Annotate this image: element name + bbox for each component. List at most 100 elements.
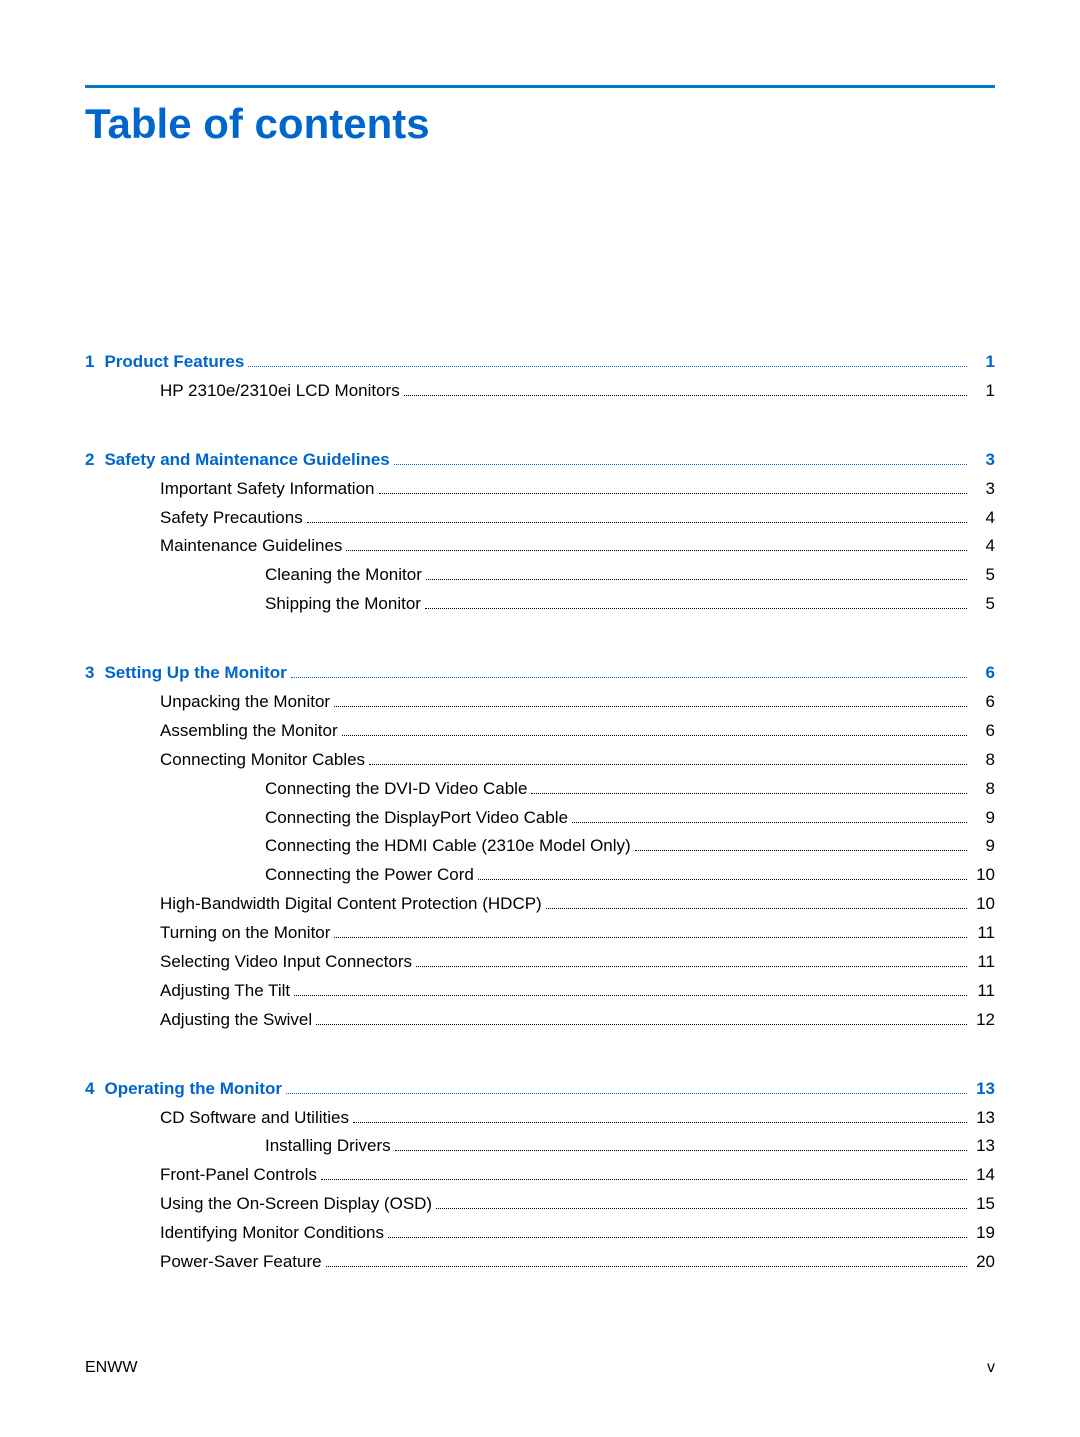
toc-entry-row[interactable]: Assembling the Monitor 6 xyxy=(85,717,995,746)
toc-entry-label: Connecting Monitor Cables xyxy=(160,746,365,775)
toc-entry-page: 11 xyxy=(971,948,995,977)
toc-entry-page: 10 xyxy=(971,890,995,919)
toc-entry-label: Front-Panel Controls xyxy=(160,1161,317,1190)
toc-entry-page: 5 xyxy=(971,561,995,590)
toc-chapter-label: Product Features xyxy=(104,348,244,377)
toc-entry-page: 13 xyxy=(971,1104,995,1133)
toc-entry-page: 8 xyxy=(971,775,995,804)
toc-chapter-row[interactable]: 1Product Features1 xyxy=(85,348,995,377)
toc-entry-page: 4 xyxy=(971,504,995,533)
toc-dots xyxy=(321,1179,967,1180)
toc-entry-row[interactable]: Adjusting the Swivel12 xyxy=(85,1006,995,1035)
toc-entry-label: Connecting the Power Cord xyxy=(265,861,474,890)
toc-entry-page: 14 xyxy=(971,1161,995,1190)
toc-dots xyxy=(436,1208,967,1209)
toc-dots xyxy=(546,908,967,909)
toc-chapter-page: 3 xyxy=(971,446,995,475)
footer-right: v xyxy=(987,1359,995,1377)
toc-entry-label: Identifying Monitor Conditions xyxy=(160,1219,384,1248)
toc-entry-label: Important Safety Information xyxy=(160,475,375,504)
toc-dots xyxy=(286,1093,967,1094)
toc-entry-page: 4 xyxy=(971,532,995,561)
toc-chapter-row[interactable]: 3Setting Up the Monitor6 xyxy=(85,659,995,688)
toc-entry-row[interactable]: CD Software and Utilities13 xyxy=(85,1104,995,1133)
toc-entry-label: Connecting the DVI-D Video Cable xyxy=(265,775,527,804)
toc-entry-row[interactable]: Turning on the Monitor11 xyxy=(85,919,995,948)
toc-chapter-row[interactable]: 2Safety and Maintenance Guidelines3 xyxy=(85,446,995,475)
toc-entry-row[interactable]: Front-Panel Controls 14 xyxy=(85,1161,995,1190)
toc-dots xyxy=(531,793,967,794)
toc-entry-row[interactable]: Identifying Monitor Conditions 19 xyxy=(85,1219,995,1248)
toc-entry-row[interactable]: Adjusting The Tilt11 xyxy=(85,977,995,1006)
toc-entry-row[interactable]: High-Bandwidth Digital Content Protectio… xyxy=(85,890,995,919)
toc-entry-label: Power-Saver Feature xyxy=(160,1248,322,1277)
toc-dots xyxy=(478,879,967,880)
toc-entry-label: Assembling the Monitor xyxy=(160,717,338,746)
toc-entry-row[interactable]: Safety Precautions 4 xyxy=(85,504,995,533)
toc-dots xyxy=(379,493,968,494)
toc-entry-page: 20 xyxy=(971,1248,995,1277)
toc-entry-row[interactable]: Installing Drivers13 xyxy=(85,1132,995,1161)
toc-dots xyxy=(425,608,967,609)
toc-entry-row[interactable]: Power-Saver Feature 20 xyxy=(85,1248,995,1277)
toc-entry-label: Shipping the Monitor xyxy=(265,590,421,619)
toc-entry-page: 19 xyxy=(971,1219,995,1248)
toc-entry-row[interactable]: Connecting the DVI-D Video Cable 8 xyxy=(85,775,995,804)
toc-chapter-number: 4 xyxy=(85,1075,94,1104)
toc-chapter-label: Setting Up the Monitor xyxy=(104,659,286,688)
page-title: Table of contents xyxy=(85,100,995,148)
toc-dots xyxy=(572,822,967,823)
toc-entry-label: Connecting the DisplayPort Video Cable xyxy=(265,804,568,833)
toc-entry-page: 9 xyxy=(971,832,995,861)
toc-dots xyxy=(416,966,967,967)
toc-chapter-row[interactable]: 4Operating the Monitor13 xyxy=(85,1075,995,1104)
toc-entry-label: Installing Drivers xyxy=(265,1132,391,1161)
toc-chapter-page: 1 xyxy=(971,348,995,377)
toc-entry-row[interactable]: Connecting the HDMI Cable (2310e Model O… xyxy=(85,832,995,861)
toc-entry-row[interactable]: Cleaning the Monitor 5 xyxy=(85,561,995,590)
toc-entry-row[interactable]: Maintenance Guidelines 4 xyxy=(85,532,995,561)
toc-dots xyxy=(316,1024,967,1025)
toc-dots xyxy=(294,995,967,996)
toc-section: 1Product Features1HP 2310e/2310ei LCD Mo… xyxy=(85,348,995,406)
toc-entry-label: Selecting Video Input Connectors xyxy=(160,948,412,977)
toc-entry-label: Maintenance Guidelines xyxy=(160,532,342,561)
toc-entry-row[interactable]: HP 2310e/2310ei LCD Monitors1 xyxy=(85,377,995,406)
toc-dots xyxy=(426,579,967,580)
toc-entry-row[interactable]: Using the On-Screen Display (OSD)15 xyxy=(85,1190,995,1219)
toc-entry-row[interactable]: Shipping the Monitor5 xyxy=(85,590,995,619)
toc-entry-row[interactable]: Connecting the DisplayPort Video Cable 9 xyxy=(85,804,995,833)
toc-dots xyxy=(307,522,967,523)
toc-dots xyxy=(334,937,967,938)
toc-dots xyxy=(248,366,967,367)
toc-entry-label: Connecting the HDMI Cable (2310e Model O… xyxy=(265,832,631,861)
toc-entry-page: 6 xyxy=(971,717,995,746)
toc-dots xyxy=(394,464,967,465)
toc-entry-label: Cleaning the Monitor xyxy=(265,561,422,590)
toc-dots xyxy=(635,850,967,851)
toc-entry-label: Adjusting the Swivel xyxy=(160,1006,312,1035)
toc-dots xyxy=(404,395,967,396)
toc-entry-row[interactable]: Connecting Monitor Cables 8 xyxy=(85,746,995,775)
toc-section: 3Setting Up the Monitor6Unpacking the Mo… xyxy=(85,659,995,1035)
toc-entry-row[interactable]: Connecting the Power Cord10 xyxy=(85,861,995,890)
toc-dots xyxy=(346,550,967,551)
footer-left: ENWW xyxy=(85,1359,137,1377)
toc-entry-row[interactable]: Selecting Video Input Connectors 11 xyxy=(85,948,995,977)
toc-entry-label: Adjusting The Tilt xyxy=(160,977,290,1006)
toc-entry-row[interactable]: Important Safety Information3 xyxy=(85,475,995,504)
toc-dots xyxy=(334,706,967,707)
toc-entry-label: HP 2310e/2310ei LCD Monitors xyxy=(160,377,400,406)
toc-entry-page: 6 xyxy=(971,688,995,717)
toc-dots xyxy=(395,1150,967,1151)
toc-dots xyxy=(369,764,967,765)
toc-dots xyxy=(388,1237,967,1238)
toc-entry-label: High-Bandwidth Digital Content Protectio… xyxy=(160,890,542,919)
toc-entry-label: Safety Precautions xyxy=(160,504,303,533)
toc-entry-row[interactable]: Unpacking the Monitor6 xyxy=(85,688,995,717)
toc-dots xyxy=(353,1122,967,1123)
toc-chapter-page: 13 xyxy=(971,1075,995,1104)
toc-entry-page: 8 xyxy=(971,746,995,775)
toc-entry-label: Using the On-Screen Display (OSD) xyxy=(160,1190,432,1219)
toc-entry-page: 9 xyxy=(971,804,995,833)
